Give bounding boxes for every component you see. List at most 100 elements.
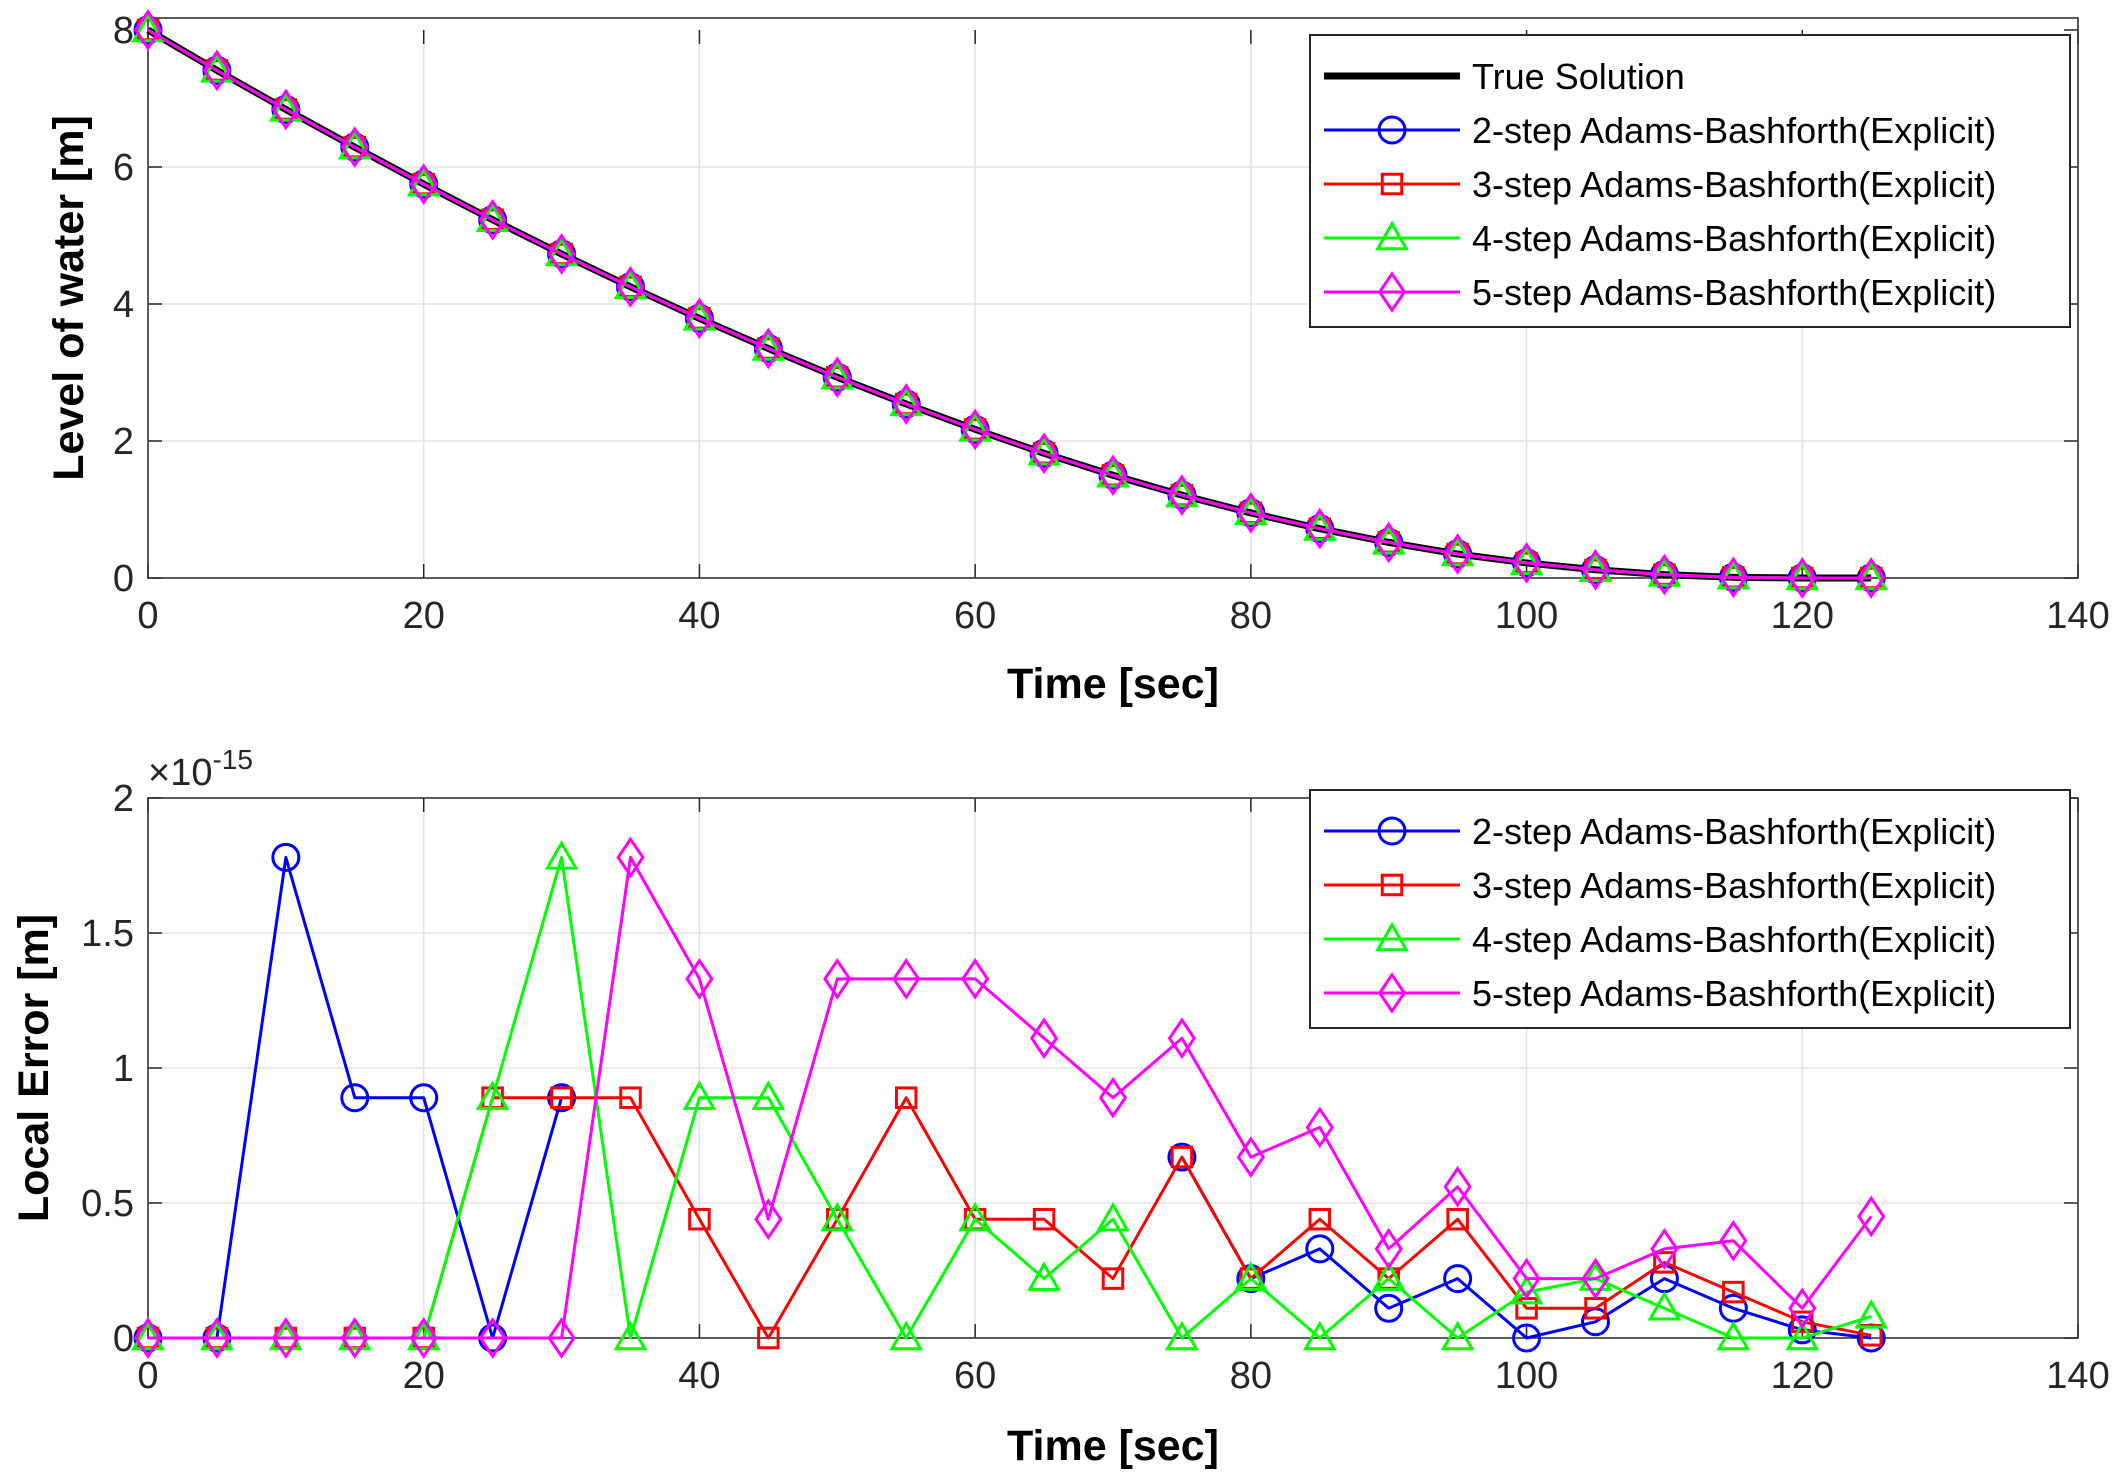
x-tick-label-bottom: 40 — [678, 1355, 720, 1397]
data-point-bottom-1 — [1170, 1145, 1194, 1169]
data-point-bottom-3 — [1788, 1287, 1817, 1330]
x-tick-label-bottom: 120 — [1771, 1355, 1834, 1397]
data-point-top-4 — [478, 198, 507, 241]
data-point-bottom-2 — [475, 1080, 510, 1110]
legend-top: True Solution 2-step Adams-Bashforth(Expl… — [1309, 34, 2071, 328]
data-point-top-3 — [268, 92, 303, 122]
legend-bottom: 2-step Adams-Bashforth(Explicit) 3-step A… — [1309, 789, 2071, 1029]
data-point-bottom-1 — [550, 1086, 573, 1109]
data-point-bottom-3 — [1029, 1017, 1059, 1060]
y-tick-label-top: 2 — [113, 421, 134, 463]
data-point-top-3 — [1854, 560, 1889, 591]
legend-label-bottom-1: 3-step Adams-Bashforth(Explicit) — [1472, 865, 1996, 906]
x-tick-label-top: 80 — [1230, 595, 1272, 637]
data-point-bottom-3 — [892, 958, 921, 1000]
data-point-top-4 — [1719, 556, 1748, 599]
x-tick-label-bottom: 0 — [137, 1355, 158, 1397]
data-point-bottom-2 — [751, 1080, 786, 1110]
data-point-bottom-3 — [547, 1317, 576, 1359]
y-tick-label-bottom: 2 — [113, 778, 134, 820]
x-tick-label-top: 0 — [137, 595, 158, 637]
data-point-top-3 — [1716, 559, 1751, 590]
data-point-bottom-2 — [1302, 1320, 1337, 1351]
data-point-bottom-1 — [1722, 1280, 1745, 1304]
data-point-top-4 — [685, 297, 714, 340]
data-point-bottom-3 — [685, 958, 714, 1000]
data-point-bottom-2 — [406, 1320, 441, 1351]
data-point-bottom-3 — [133, 1317, 163, 1359]
data-point-bottom-3 — [271, 1317, 301, 1359]
data-point-top-4 — [823, 356, 852, 399]
data-point-bottom-2 — [682, 1080, 717, 1110]
data-point-bottom-2 — [1647, 1290, 1682, 1321]
x-tick-label-top: 40 — [678, 595, 720, 637]
data-point-top-4 — [547, 233, 576, 275]
data-point-top-3 — [1785, 560, 1820, 591]
data-point-bottom-3 — [340, 1317, 369, 1359]
legend-label-bottom-2: 4-step Adams-Bashforth(Explicit) — [1472, 919, 1996, 960]
y-tick-labels-bottom: 0 0.5 1 1.5 2 — [81, 778, 134, 1360]
data-point-top-3 — [200, 53, 234, 83]
data-point-bottom-0 — [1512, 1323, 1542, 1353]
x-tick-label-top: 100 — [1495, 595, 1558, 637]
y-axis-label-top: Level of water [m] — [45, 115, 93, 481]
data-point-bottom-2 — [337, 1320, 372, 1351]
data-point-top-4 — [960, 408, 990, 451]
data-point-top-4 — [1581, 548, 1610, 591]
data-point-bottom-0 — [1305, 1234, 1335, 1264]
data-point-bottom-2 — [1785, 1320, 1820, 1351]
legend-marker-bottom-1 — [1380, 873, 1404, 897]
data-point-top-4 — [1788, 557, 1817, 599]
data-point-bottom-2 — [268, 1320, 303, 1351]
data-point-bottom-2 — [820, 1201, 855, 1232]
data-point-bottom-1 — [1446, 1207, 1469, 1231]
x-axis-label-top: Time [sec] — [1007, 660, 1219, 708]
data-point-bottom-3 — [616, 836, 645, 879]
data-point-bottom-3 — [754, 1198, 783, 1241]
series-bottom — [131, 836, 1889, 1359]
x-tick-label-top: 120 — [1771, 595, 1834, 637]
legend-marker-top-2 — [1380, 172, 1404, 196]
data-point-bottom-2 — [1854, 1299, 1889, 1329]
chart-bottom: 0 20 40 60 80 100 120 140 0 0.5 1 1.5 2 ×10-15 Time… — [10, 744, 2110, 1470]
data-point-bottom-2 — [1165, 1320, 1199, 1351]
data-point-top-4 — [409, 163, 438, 205]
data-point-bottom-3 — [1236, 1136, 1266, 1178]
y-tick-label-bottom: 1 — [113, 1048, 134, 1090]
data-point-top-4 — [892, 383, 921, 425]
data-point-top-3 — [131, 12, 165, 43]
x-tick-label-bottom: 80 — [1230, 1355, 1272, 1397]
legend-marker-top-3 — [1375, 220, 1409, 251]
data-point-bottom-2 — [200, 1320, 234, 1351]
data-point-top-3 — [475, 202, 510, 232]
legend-label-top-3: 4-step Adams-Bashforth(Explicit) — [1472, 218, 1996, 259]
data-point-top-4 — [1374, 521, 1403, 564]
data-point-top-4 — [754, 327, 783, 370]
data-point-top-4 — [1098, 454, 1128, 497]
data-point-bottom-3 — [1098, 1076, 1128, 1119]
data-point-bottom-1 — [1859, 1324, 1883, 1347]
x-tick-label-top: 60 — [954, 595, 996, 637]
legend-marker-bottom-2 — [1375, 921, 1409, 952]
data-point-bottom-2 — [613, 1320, 648, 1351]
data-point-bottom-0 — [1167, 1142, 1197, 1172]
data-point-bottom-2 — [131, 1320, 165, 1351]
data-point-top-4 — [1236, 492, 1266, 534]
chart-top: 0 20 40 60 80 100 120 140 0 2 4 6 8 Time [sec] Leve… — [45, 9, 2110, 708]
data-point-bottom-3 — [1374, 1228, 1403, 1270]
legend-box-top — [1309, 34, 2071, 328]
legend-label-top-4: 5-step Adams-Bashforth(Explicit) — [1472, 272, 1996, 313]
data-point-bottom-3 — [202, 1317, 232, 1359]
legend-label-top-2: 3-step Adams-Bashforth(Explicit) — [1472, 164, 1996, 205]
series-top — [131, 9, 1889, 599]
data-point-bottom-3 — [1719, 1219, 1748, 1262]
x-tick-label-bottom: 100 — [1495, 1355, 1558, 1397]
data-point-top-4 — [271, 88, 301, 131]
data-point-top-4 — [1029, 432, 1059, 475]
data-point-bottom-0 — [340, 1083, 370, 1113]
data-point-bottom-2 — [544, 840, 579, 870]
data-point-bottom-1 — [1101, 1267, 1125, 1290]
data-point-bottom-2 — [958, 1201, 993, 1232]
data-point-bottom-0 — [271, 842, 301, 872]
data-point-bottom-3 — [960, 958, 990, 1000]
